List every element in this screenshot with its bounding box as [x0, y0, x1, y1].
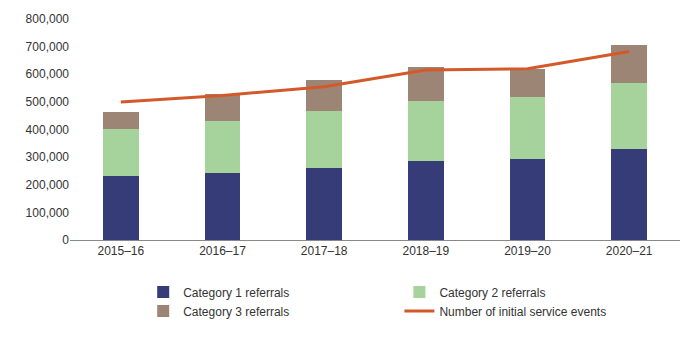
svg-text:Number of initial service even: Number of initial service events: [439, 305, 606, 319]
svg-text:Category 3 referrals: Category 3 referrals: [183, 305, 289, 319]
svg-text:700,000: 700,000: [26, 40, 70, 54]
svg-text:300,000: 300,000: [26, 150, 70, 164]
svg-text:2017–18: 2017–18: [301, 244, 348, 258]
svg-text:500,000: 500,000: [26, 95, 70, 109]
svg-text:0: 0: [62, 233, 69, 247]
svg-text:600,000: 600,000: [26, 67, 70, 81]
svg-text:400,000: 400,000: [26, 123, 70, 137]
svg-text:2016–17: 2016–17: [199, 244, 246, 258]
svg-text:2019–20: 2019–20: [504, 244, 551, 258]
svg-text:Category 1 referrals: Category 1 referrals: [183, 286, 289, 300]
svg-text:100,000: 100,000: [26, 206, 70, 220]
svg-text:800,000: 800,000: [26, 12, 70, 26]
svg-text:2018–19: 2018–19: [402, 244, 449, 258]
svg-text:Category 2 referrals: Category 2 referrals: [439, 286, 545, 300]
svg-text:2020–21: 2020–21: [606, 244, 653, 258]
svg-text:2015–16: 2015–16: [97, 244, 144, 258]
svg-text:200,000: 200,000: [26, 178, 70, 192]
